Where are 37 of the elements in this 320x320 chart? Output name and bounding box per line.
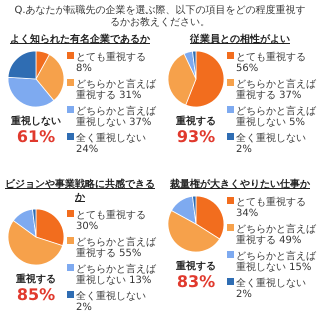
data-label: 2% xyxy=(76,302,92,313)
legend-label: 全く重視しない xyxy=(76,132,146,144)
data-label: 2% xyxy=(236,289,252,300)
text: 83% xyxy=(176,272,216,291)
legend-label: 全く重視しない xyxy=(76,290,146,302)
legend-label: どちらかと言えば重視する 37% xyxy=(236,78,317,101)
legend-label: どちらかと言えば重視しない 13% xyxy=(76,263,157,286)
legend-label: どちらかと言えば重視する 49% xyxy=(236,223,317,246)
data-label: 8% xyxy=(76,63,92,74)
legend-label: どちらかと言えば重視しない 37% xyxy=(76,105,157,128)
data-label: 2% xyxy=(236,144,252,155)
chart-title: ビジョンや事業戦略に共感できるか xyxy=(5,178,155,203)
legend-label: 全く重視しない xyxy=(236,132,306,144)
chart-title: よく知られた有名企業であるか xyxy=(10,33,151,45)
data-label: 34% xyxy=(236,208,258,219)
legend-label: とても重視する xyxy=(76,209,146,221)
legend-label: とても重視する xyxy=(76,51,146,63)
chart-title: 従業員との相性がよい xyxy=(189,33,290,45)
text: 85% xyxy=(16,285,56,304)
legend-label: とても重視する xyxy=(236,51,306,63)
data-label: 24% xyxy=(76,144,98,155)
text: 重視する xyxy=(175,115,216,127)
legend-label: どちらかと言えば重視する 55% xyxy=(76,236,157,259)
text: 重視しない xyxy=(10,115,61,127)
legend-label: どちらかと言えば重視しない 5% xyxy=(236,105,317,128)
legend-label: どちらかと言えば重視する 31% xyxy=(76,78,157,101)
text: 93% xyxy=(176,127,216,146)
legend-label: 全く重視しない xyxy=(236,277,306,289)
chart-title: 裁量権が大きくやりたい仕事か xyxy=(169,178,311,190)
text: 重視する xyxy=(175,260,216,272)
legend-label: とても重視する xyxy=(236,196,306,208)
data-label: 30% xyxy=(76,221,98,232)
text: Q.あなたが転職先の企業を選ぶ際、以下の項目をどの程度重視するかお教えください。 xyxy=(14,4,306,28)
legend-label: どちらかと言えば重視しない 15% xyxy=(236,250,317,273)
data-label: 56% xyxy=(236,63,258,74)
text: 61% xyxy=(16,127,56,146)
text: 重視する xyxy=(15,273,56,285)
